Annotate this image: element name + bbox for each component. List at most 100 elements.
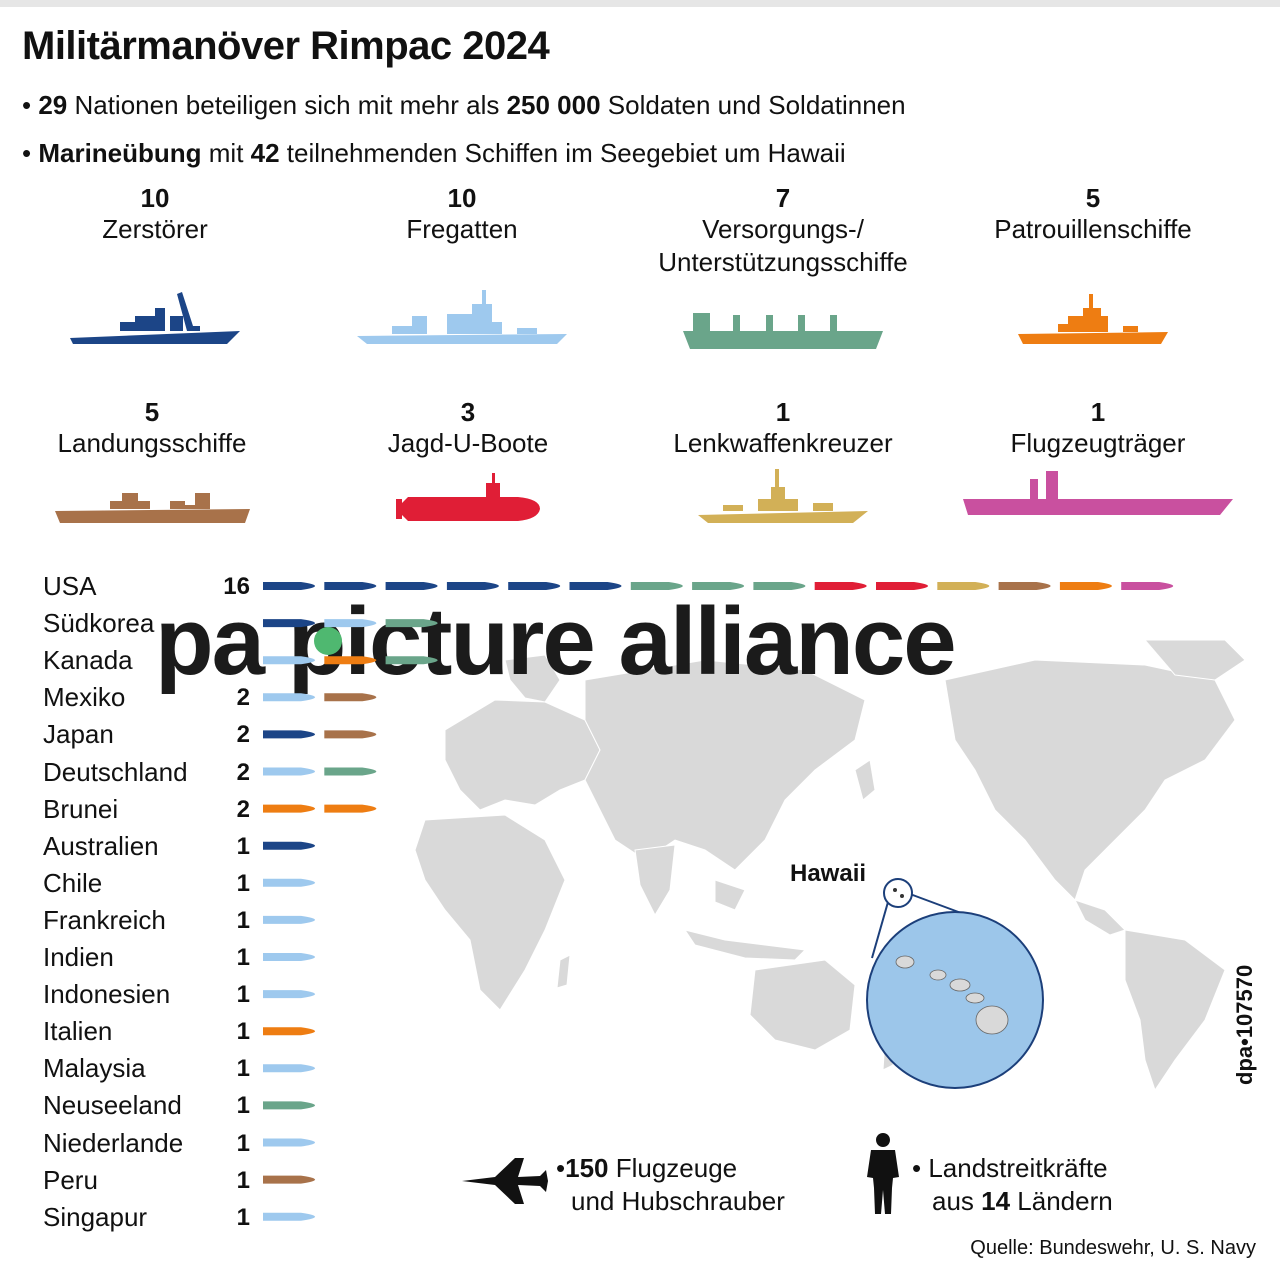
ship-marker (263, 990, 315, 999)
ship-marker (446, 582, 499, 590)
ship-marker (263, 619, 315, 628)
soldier-icon (867, 1133, 899, 1214)
country-count: 2 (236, 684, 250, 712)
country-count: 1 (236, 1129, 250, 1157)
country-count: 1 (236, 1203, 250, 1231)
country-count: 2 (236, 795, 250, 823)
ship-marker (263, 1027, 315, 1036)
ship-count: 5 (144, 397, 160, 427)
ship-silhouette-icon (396, 473, 540, 521)
ship-count: 7 (775, 183, 791, 213)
ship-shape (963, 471, 1233, 515)
country-count: 1 (236, 981, 250, 1009)
ship-marker (324, 693, 377, 702)
ship-type-2: 7 Versorgungs-/Unterstützungsschiffe (633, 183, 933, 351)
ship-marker (263, 693, 315, 702)
country-label: Mexiko (43, 682, 126, 713)
hawaii-label: Hawaii (790, 860, 867, 887)
ship-type-3: 5 Patrouillenschiffe (943, 183, 1243, 346)
source-note: Quelle: Bundeswehr, U. S. Navy (970, 1237, 1256, 1259)
country-count: 1 (236, 1055, 250, 1083)
ship-marker (385, 619, 438, 628)
ship-marker (263, 767, 315, 776)
ship-marker (630, 582, 683, 590)
bullet-navy: • Marineübung mit 42 teilnehmenden Schif… (22, 138, 846, 168)
country-label: Frankreich (43, 904, 166, 935)
country-count: 1 (236, 906, 250, 934)
ship-marker (324, 767, 377, 776)
fighter-jet-icon (462, 1158, 548, 1204)
ship-marker (263, 953, 315, 961)
ship-label: Flugzeugträger (1010, 428, 1186, 458)
country-label: Indonesien (43, 979, 171, 1010)
country-label: Peru (43, 1164, 98, 1195)
ship-marker (263, 1138, 315, 1147)
ship-marker (1059, 582, 1112, 590)
ship-marker (753, 582, 806, 590)
ship-marker (324, 730, 377, 739)
ship-marker (263, 1064, 315, 1073)
watermark-dot (314, 627, 342, 655)
country-label: Singapur (43, 1201, 148, 1232)
hawaii-inset (866, 878, 1044, 1089)
country-count: 2 (236, 758, 250, 786)
land-forces-info: • Landstreitkräfte aus 14 Ländern (912, 1153, 1113, 1216)
ship-type-6: 1 Lenkwaffenkreuzer (633, 397, 933, 525)
watermark: pa picture alliance (155, 588, 957, 695)
ship-marker (385, 656, 438, 665)
ship-shape (698, 469, 868, 523)
ship-type-4: 5 Landungsschiffe (2, 397, 302, 525)
ship-marker (998, 582, 1051, 590)
ship-silhouette-icon (1018, 294, 1168, 344)
bullet-nations: • 29 Nationen beteiligen sich mit mehr a… (22, 90, 906, 120)
ship-count: 1 (775, 397, 791, 427)
ship-type-5: 3 Jagd-U-Boote (318, 397, 618, 525)
top-bar (0, 0, 1280, 7)
ship-shape (683, 313, 883, 349)
ship-marker (324, 804, 377, 813)
ship-count: 10 (140, 183, 170, 213)
ship-marker (263, 730, 315, 739)
ship-shape (1018, 294, 1168, 344)
ship-shape (396, 473, 540, 521)
country-label: Südkorea (43, 608, 155, 639)
ship-label: Landungsschiffe (57, 428, 247, 458)
country-label: Deutschland (43, 756, 188, 787)
country-count: 1 (236, 1166, 250, 1194)
ship-marker (263, 582, 315, 590)
country-count: 1 (236, 1018, 250, 1046)
country-label: Brunei (43, 793, 119, 824)
ship-label: Patrouillenschiffe (994, 214, 1192, 244)
ship-silhouette-icon (54, 493, 250, 523)
ship-marker (263, 1101, 315, 1110)
ship-marker (263, 915, 315, 924)
ship-count: 5 (1085, 183, 1101, 213)
ship-shape (357, 290, 567, 344)
ship-marker (814, 582, 867, 590)
world-map (414, 640, 1246, 1092)
ship-marker (263, 1212, 315, 1221)
ship-marker (324, 582, 377, 590)
ship-silhouette-icon (683, 313, 883, 349)
ship-marker (1121, 582, 1174, 590)
ship-marker (263, 656, 315, 665)
ship-count: 10 (447, 183, 477, 213)
ship-count: 1 (1090, 397, 1106, 427)
ship-count: 3 (460, 397, 476, 427)
ship-marker (263, 1175, 315, 1184)
dpa-code: dpa•107570 (1232, 964, 1257, 1085)
ship-silhouette-icon (357, 290, 567, 344)
country-count: 1 (236, 832, 250, 860)
country-label: Kanada (43, 645, 133, 676)
ship-shape (54, 493, 250, 523)
country-count: 16 (223, 573, 250, 600)
country-label: Niederlande (43, 1127, 184, 1158)
ship-marker (569, 582, 622, 590)
country-label: Neuseeland (43, 1090, 182, 1121)
ship-marker (692, 582, 745, 590)
country-label: Italien (43, 1016, 113, 1047)
country-count: 2 (236, 721, 250, 749)
page-title: Militärmanöver Rimpac 2024 (22, 24, 550, 68)
